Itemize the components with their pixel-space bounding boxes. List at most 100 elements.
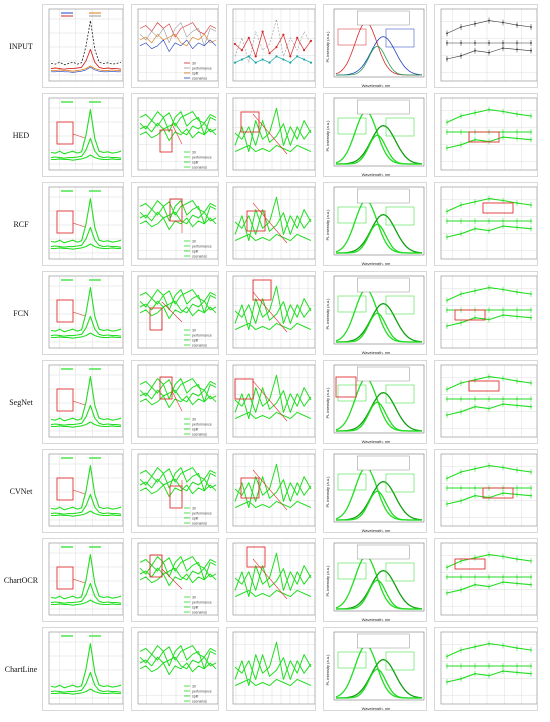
spectrum-curve [336, 124, 423, 165]
annotation-callout [337, 473, 367, 491]
data-point [502, 136, 504, 139]
predicted-line [50, 137, 122, 159]
panel-plot [440, 453, 537, 527]
panel-segnet-col5 [434, 360, 538, 444]
data-point [530, 115, 532, 117]
panel-plot [440, 186, 537, 260]
data-point [488, 42, 490, 44]
panel-segnet-col4: Wavelength, nm PL intensity (a.u.) [323, 360, 427, 444]
data-point [516, 647, 518, 649]
legend-entry: split [192, 428, 198, 432]
data-point [502, 466, 504, 469]
data-point [474, 42, 476, 44]
data-point [460, 665, 462, 667]
annotation-callout [337, 117, 367, 135]
legend-entry: split [192, 72, 198, 76]
legend-entry: scenarios [192, 166, 207, 170]
spectrum-curve [335, 199, 422, 254]
spectrum-curve [336, 312, 422, 343]
predicted-line [234, 144, 312, 153]
legend-entry: scenarios [192, 255, 207, 259]
data-point [474, 556, 476, 559]
data-point [488, 309, 490, 311]
panel-plot: Wavelength, nm PL intensity (a.u.) [325, 186, 425, 265]
series-line-1 [139, 645, 217, 670]
legend-entry: performance [192, 423, 212, 427]
predicted-line [50, 671, 122, 693]
legend-entry: scenarios [192, 344, 207, 348]
panel-plot [48, 542, 123, 616]
data-point [530, 42, 532, 44]
annotation-callout [385, 206, 415, 226]
data-point [488, 398, 490, 400]
data-point [502, 288, 504, 291]
data-point [502, 403, 504, 406]
data-point [474, 405, 476, 408]
data-point [446, 131, 448, 133]
data-point [296, 55, 299, 58]
panel-plot [440, 631, 537, 705]
panel-rcf-col4: Wavelength, nm PL intensity (a.u.) [323, 182, 427, 266]
spectrum-curve [336, 490, 422, 521]
grid-lines [440, 8, 537, 82]
panel-chartocr-col1 [42, 538, 124, 622]
panel-fcn-col5 [434, 271, 538, 355]
panel-plot [232, 97, 315, 171]
spectrum-curve [336, 658, 423, 699]
legend-entry: scenarios [192, 611, 207, 615]
data-point [275, 46, 278, 49]
row-label-cvnet: CVNet [9, 487, 33, 496]
predicted-line [234, 565, 312, 591]
grid-lines [232, 631, 315, 705]
panel-plot [48, 186, 123, 260]
data-point [446, 299, 448, 302]
data-point [233, 42, 237, 46]
zoom-highlight-box [56, 121, 74, 145]
annotation-callout [385, 28, 415, 48]
y-axis-label: PL intensity (a.u.) [325, 120, 330, 152]
zoom-highlight-box [468, 131, 500, 143]
data-point [247, 36, 250, 39]
spectrum-curve [336, 213, 423, 254]
predicted-line [50, 287, 122, 333]
panel-plot [48, 453, 123, 527]
axes [333, 8, 425, 78]
data-point [446, 32, 448, 35]
legend-entry: 30 [192, 596, 196, 600]
panel-chartline-col1 [42, 627, 124, 711]
data-point [488, 585, 490, 588]
data-point [474, 200, 476, 203]
annotation-callout [337, 206, 367, 224]
series-line-3 [139, 662, 217, 676]
predicted-line [234, 552, 312, 598]
series-line-0 [139, 645, 217, 661]
data-point [296, 36, 299, 39]
zoom-highlight-box [56, 477, 74, 501]
data-point [488, 576, 490, 578]
series-line-1 [139, 111, 217, 136]
annotation-callout [385, 562, 415, 582]
row-label-chartocr: ChartOCR [3, 576, 39, 585]
predicted-line [50, 465, 122, 511]
legend-entry: performance [192, 690, 212, 694]
inset-diagram [357, 544, 410, 560]
panel-plot [232, 186, 315, 260]
panel-plot [232, 8, 315, 82]
legend-entry: 30 [192, 151, 196, 155]
axes [333, 453, 425, 523]
legend-entry: performance [192, 512, 212, 516]
row-label-chartline: ChartLine [4, 665, 38, 674]
predicted-line [50, 493, 122, 515]
data-point [282, 33, 285, 36]
predicted-line [51, 688, 121, 695]
panel-plot [440, 275, 537, 349]
zoom-highlight-box [468, 380, 500, 392]
panel-chartline-col4: Wavelength, nm PL intensity (a.u.) [323, 627, 427, 711]
spectrum-curve [335, 466, 422, 521]
panel-hed-col2: 30 performance split scenarios [131, 93, 219, 177]
